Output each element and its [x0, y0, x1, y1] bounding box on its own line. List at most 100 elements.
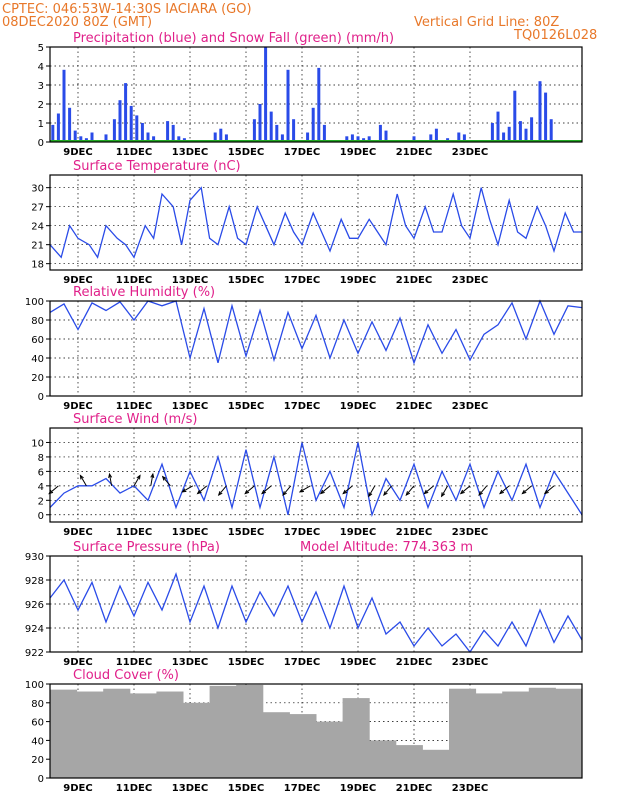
- wind-xtick-label: 9DEC: [63, 527, 92, 538]
- rh-series-line: [49, 299, 583, 365]
- header-station: CPTEC: 046:53W-14:30S IACIARA (GO): [2, 2, 252, 17]
- wind-arrow: [299, 485, 311, 493]
- precip-bar: [219, 128, 223, 142]
- rh-ytick-label: 40: [31, 354, 44, 365]
- wind-arrow: [48, 485, 59, 494]
- cloud-xtick-label: 19DEC: [340, 783, 376, 794]
- wind-xtick-label: 23DEC: [452, 527, 488, 538]
- precip-bar: [412, 136, 416, 142]
- temp-series-line: [49, 186, 582, 259]
- wind-xtick-label: 11DEC: [116, 527, 152, 538]
- precip-bar: [129, 105, 133, 142]
- header-grid-line: Vertical Grid Line: 80Z: [414, 15, 559, 30]
- precip-bar: [146, 132, 150, 142]
- temp-xtick-label: 17DEC: [284, 275, 320, 286]
- wind-arrow-head: [196, 489, 202, 495]
- wind-xtick-label: 19DEC: [340, 527, 376, 538]
- precip-bar: [502, 132, 506, 142]
- wind-arrow-head: [383, 491, 388, 497]
- precip-bar: [317, 67, 321, 142]
- precip-bar: [68, 107, 72, 142]
- rh-xtick-label: 13DEC: [172, 401, 208, 412]
- precip-ytick-label: 5: [38, 43, 44, 54]
- cloud-bar: [236, 684, 264, 778]
- temp-ytick-label: 18: [31, 260, 44, 271]
- cloud-xtick-label: 17DEC: [284, 783, 320, 794]
- cloud-bar: [422, 749, 450, 778]
- pres-xtick-label: 17DEC: [284, 657, 320, 668]
- rh-title: Relative Humidity (%): [73, 285, 215, 300]
- temp-xtick-label: 19DEC: [340, 275, 376, 286]
- wind-arrow-head: [136, 474, 141, 480]
- precip-bar: [224, 134, 228, 142]
- wind-panel: Surface Wind (m/s) 9DEC 11DEC 13DEC 15DEC 17D…: [31, 412, 583, 538]
- cloud-xtick-label: 21DEC: [396, 783, 432, 794]
- wind-arrow-head: [543, 489, 549, 495]
- temp-xtick-label: 13DEC: [172, 275, 208, 286]
- temp-title: Surface Temperature (nC): [73, 159, 241, 174]
- cloud-bar: [209, 685, 237, 778]
- precip-bar: [177, 136, 181, 142]
- temp-frame: [49, 174, 583, 271]
- wind-arrow-head: [499, 489, 504, 495]
- precip-bar: [524, 128, 528, 142]
- wind-xtick-label: 21DEC: [396, 527, 432, 538]
- rh-xtick-label: 9DEC: [63, 401, 92, 412]
- cloud-bar: [502, 691, 530, 778]
- pres-xtick-label: 21DEC: [396, 657, 432, 668]
- wind-arrow-head: [150, 472, 155, 479]
- pres-ytick-label: 924: [25, 624, 44, 635]
- cloud-bar: [156, 691, 184, 778]
- header-model: TQ0126L028: [513, 28, 597, 43]
- rh-panel: Relative Humidity (%) 9DEC 11DEC 13DEC 15DEC…: [25, 285, 583, 412]
- cloud-ytick-label: 100: [25, 680, 44, 691]
- wind-arrow: [244, 485, 255, 494]
- precip-bar: [269, 111, 273, 142]
- pres-ytick-label: 928: [25, 576, 44, 587]
- wind-arrow-head: [342, 489, 348, 495]
- cloud-bar: [555, 688, 583, 778]
- precip-bar: [213, 132, 217, 142]
- rh-ytick-label: 0: [38, 392, 44, 403]
- precip-bar: [544, 92, 548, 142]
- cloud-bar: [316, 721, 344, 778]
- precip-bar: [350, 134, 354, 142]
- precip-bar: [378, 124, 382, 142]
- rh-xtick-label: 15DEC: [228, 401, 264, 412]
- cloud-bar: [262, 712, 290, 778]
- wind-arrow: [218, 485, 227, 496]
- rh-frame: [49, 300, 583, 397]
- precip-bar: [258, 104, 262, 142]
- precip-frame: [49, 46, 583, 143]
- pres-ytick-label: 926: [25, 600, 44, 611]
- cloud-xtick-label: 23DEC: [452, 783, 488, 794]
- precip-bar: [507, 126, 511, 142]
- precip-bar: [286, 69, 290, 142]
- wind-arrow-head: [181, 488, 187, 493]
- rh-ytick-label: 80: [31, 316, 44, 327]
- wind-arrow-head: [319, 489, 325, 495]
- temp-xtick-label: 21DEC: [396, 275, 432, 286]
- precip-xtick-label: 21DEC: [396, 147, 432, 158]
- precip-bar: [275, 124, 279, 142]
- temp-xtick-label: 15DEC: [228, 275, 264, 286]
- wind-arrow: [368, 485, 376, 497]
- wind-ytick-label: 2: [38, 496, 44, 507]
- wind-arrow-head: [108, 472, 113, 479]
- wind-xtick-label: 17DEC: [284, 527, 320, 538]
- pres-annotation: Model Altitude: 774.363 m: [300, 540, 473, 555]
- precip-bar: [462, 134, 466, 142]
- cloud-bar: [183, 702, 211, 778]
- precip-bar: [292, 119, 296, 142]
- cloud-bar: [528, 687, 556, 778]
- wind-arrow-head: [79, 474, 84, 480]
- cloud-bar: [103, 688, 131, 778]
- precip-bar: [152, 136, 156, 142]
- precip-bar: [135, 115, 139, 142]
- header-run-time: 08DEC2020 80Z (GMT): [2, 15, 152, 30]
- wind-arrow: [162, 476, 171, 487]
- precip-bar: [118, 100, 122, 142]
- pres-xtick-label: 23DEC: [452, 657, 488, 668]
- precip-bar: [280, 134, 284, 142]
- precip-bar: [311, 107, 315, 142]
